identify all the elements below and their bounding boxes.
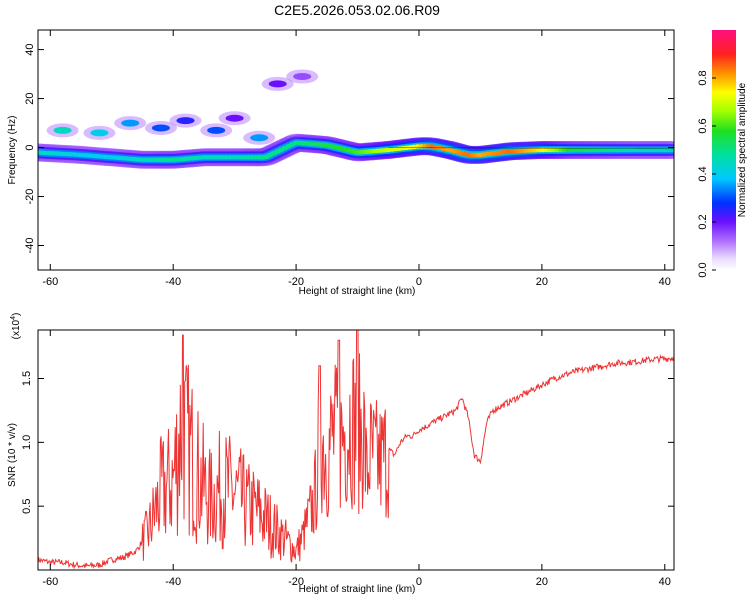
snr-scale-close: ) [11, 313, 22, 316]
blob-core-1 [90, 129, 109, 137]
cbar-tick-label-0: 0.0 [697, 262, 709, 277]
blob-core-5 [207, 126, 226, 134]
heatmap-marks [38, 69, 674, 169]
ridge-centerline [388, 147, 674, 150]
snr-xtick-label-1: -40 [165, 576, 181, 588]
colorbar: 0.0 0.2 0.4 0.6 0.8 Normalized spectral ampl… [697, 30, 748, 278]
blob-core-0 [53, 126, 72, 134]
heat-xtick-label-5: 40 [659, 276, 671, 288]
blob-core-4 [176, 117, 195, 125]
heat-ytick-label-4: 40 [24, 43, 36, 55]
cbar-tick-label-1: 0.2 [697, 214, 709, 229]
heat-xtick-label-2: -20 [288, 276, 304, 288]
heat-ytick-label-3: 20 [24, 92, 36, 104]
snr-scale-exp: 4 [10, 316, 17, 320]
snr-panel: -60 -40 -20 0 20 40 0.5 1.0 1.5 Height of straig… [7, 313, 675, 595]
svg-text:(x104): (x104) [10, 313, 22, 340]
snr-y-label: SNR (10 * v/v) [7, 423, 18, 487]
snr-ytick-label-1: 1.0 [21, 435, 33, 450]
heat-ytick-label-1: -20 [24, 189, 36, 205]
blob-core-6 [225, 114, 244, 122]
snr-frame [37, 329, 675, 571]
heat-ytick-label-0: -40 [24, 238, 36, 254]
blob-core-3 [151, 124, 170, 132]
snr-axes: -60 -40 -20 0 20 40 0.5 1.0 1.5 [21, 330, 674, 588]
snr-xtick-label-2: -20 [288, 576, 304, 588]
snr-xtick-label-3: 0 [416, 576, 422, 588]
blob-core-2 [121, 119, 140, 127]
snr-ytick-label-2: 1.5 [21, 371, 33, 386]
snr-xtick-label-4: 20 [536, 576, 548, 588]
heatmap-panel: -60 -40 -20 0 20 40 -40 -20 0 20 40 Height of stra… [7, 29, 675, 297]
snr-y-scale: (x104) [10, 313, 22, 340]
cbar-tick-label-4: 0.8 [697, 70, 709, 85]
snr-series-line [38, 330, 674, 570]
heat-xtick-label-3: 0 [416, 276, 422, 288]
blob-core-9 [293, 73, 312, 80]
colorbar-label: Normalized spectral amplitude [737, 82, 748, 217]
blob-core-7 [250, 134, 269, 142]
cbar-tick-label-2: 0.4 [697, 166, 709, 181]
heat-xtick-label-1: -40 [165, 276, 181, 288]
heat-xtick-label-4: 20 [536, 276, 548, 288]
blob-core-8 [268, 80, 287, 88]
snr-ytick-label-0: 0.5 [21, 499, 33, 514]
heatmap-x-label: Height of straight line (km) [299, 286, 416, 297]
heatmap-y-label: Frequency (Hz) [7, 116, 18, 185]
heatmap-axes: -60 -40 -20 0 20 40 -40 -20 0 20 40 [24, 30, 674, 288]
snr-xtick-label-5: 40 [659, 576, 671, 588]
snr-x-label: Height of straight line (km) [299, 584, 416, 595]
heat-xtick-label-0: -60 [42, 276, 58, 288]
figure-title: C2E5.2026.053.02.06.R09 [274, 2, 440, 18]
heat-ytick-label-2: 0 [24, 144, 36, 150]
snr-xtick-label-0: -60 [42, 576, 58, 588]
heatmap-frame [37, 29, 675, 271]
snr-scale-prefix: (x10 [11, 319, 22, 339]
colorbar-ticks: 0.0 0.2 0.4 0.6 0.8 [697, 70, 716, 278]
colorbar-ramp [712, 30, 736, 270]
cbar-tick-label-3: 0.6 [697, 118, 709, 133]
